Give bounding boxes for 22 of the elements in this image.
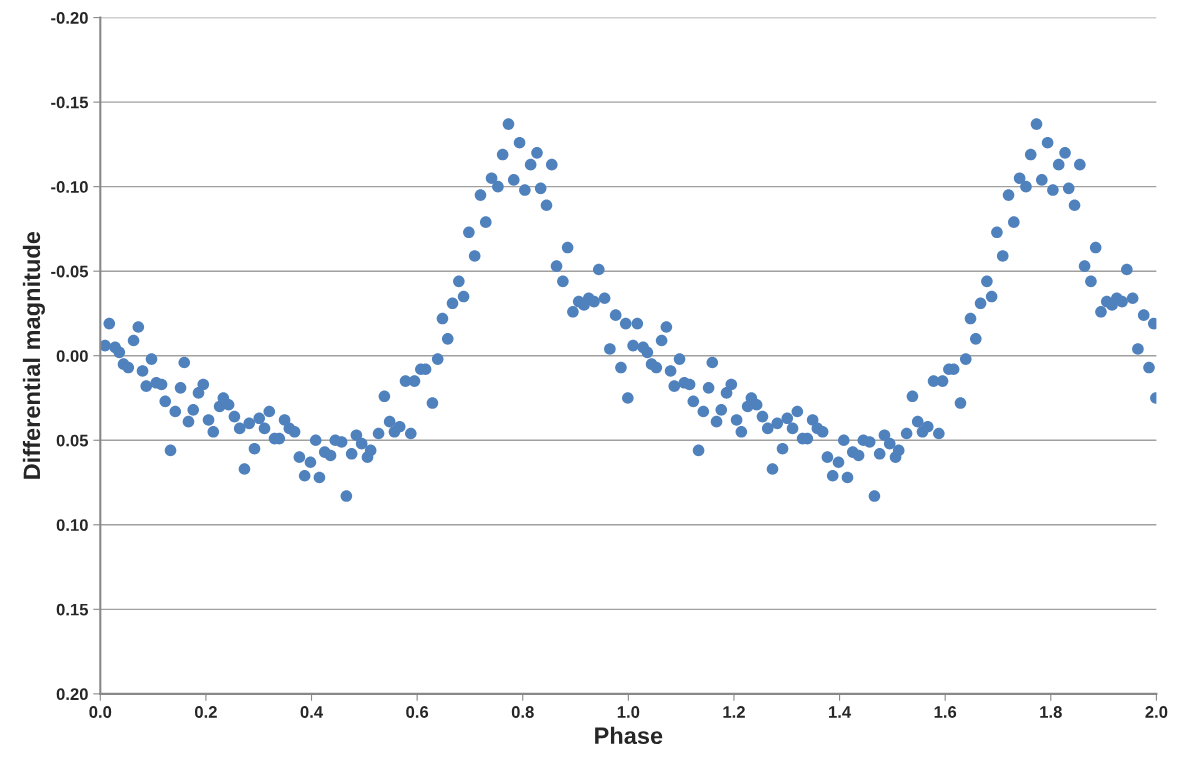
y-tick-label: -0.05 — [51, 265, 89, 278]
y-axis-title: Differential magnitude — [22, 231, 45, 479]
x-tick-label: 0.0 — [89, 706, 112, 718]
y-tick-label: -0.10 — [51, 181, 88, 193]
x-tick-label: 1.2 — [723, 706, 745, 718]
x-tick-label: 0.4 — [300, 706, 324, 718]
x-tick-label: 1.8 — [1040, 706, 1062, 718]
y-tick-label: 0.05 — [56, 434, 89, 447]
x-tick-label: 0.2 — [194, 706, 217, 718]
y-tick-label: 0.00 — [56, 350, 88, 362]
y-tick-label: 0.20 — [56, 688, 88, 701]
y-tick-label: -0.15 — [51, 96, 89, 109]
y-tick-label: -0.20 — [51, 12, 88, 24]
y-tick-label: 0.10 — [56, 519, 88, 531]
y-tick-label: 0.15 — [56, 603, 89, 616]
x-tick-label: 2.0 — [1145, 706, 1168, 718]
x-tick-label: 1.6 — [934, 706, 957, 718]
x-tick-label: 0.6 — [406, 706, 429, 718]
x-tick-label: 1.0 — [617, 706, 640, 718]
x-tick-label: 0.8 — [511, 706, 534, 718]
x-axis-title: Phase — [595, 726, 663, 745]
x-tick-label: 1.4 — [829, 706, 852, 718]
